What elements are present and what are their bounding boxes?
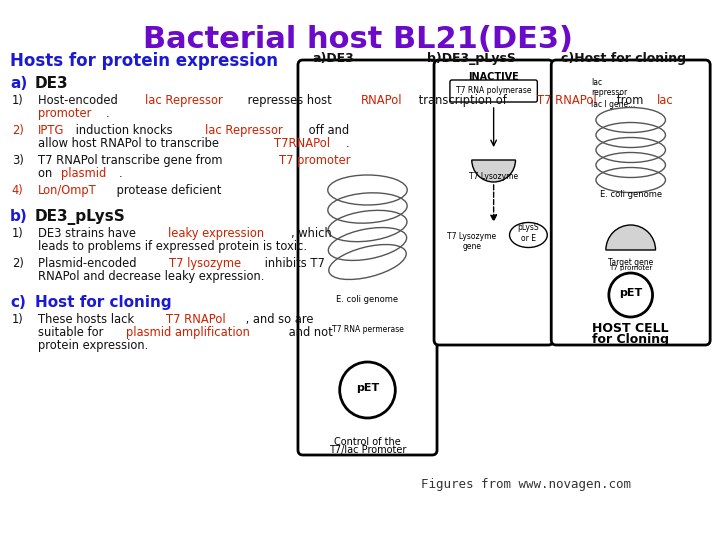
Text: .: . [346, 137, 350, 150]
Text: Plasmid-encoded: Plasmid-encoded [37, 257, 140, 270]
Text: plasmid: plasmid [60, 167, 106, 180]
Text: transcription of: transcription of [415, 94, 510, 107]
Text: IPTG: IPTG [37, 124, 64, 137]
Text: T7/lac Promoter: T7/lac Promoter [329, 445, 406, 455]
Wedge shape [472, 160, 516, 182]
Text: HOST CELL: HOST CELL [593, 322, 669, 335]
Text: .: . [119, 167, 122, 180]
Text: INACTIVE: INACTIVE [468, 72, 519, 82]
Text: for Cloning: for Cloning [593, 333, 669, 346]
Text: .: . [106, 107, 109, 120]
Text: pET: pET [619, 288, 642, 298]
Text: T7 RNA permerase: T7 RNA permerase [331, 325, 403, 334]
Text: from: from [613, 94, 647, 107]
Text: Target gene: Target gene [608, 258, 653, 267]
Text: DE3_pLysS: DE3_pLysS [35, 209, 125, 225]
Text: , which: , which [291, 227, 332, 240]
Text: inhibits T7: inhibits T7 [261, 257, 325, 270]
Text: Control of the: Control of the [334, 437, 401, 447]
Text: T7 RNA polymerase: T7 RNA polymerase [456, 86, 531, 95]
FancyBboxPatch shape [552, 60, 710, 345]
Text: DE3 strains have: DE3 strains have [37, 227, 140, 240]
Text: 1): 1) [12, 313, 24, 326]
Text: 2): 2) [12, 257, 24, 270]
Text: Host for cloning: Host for cloning [35, 295, 171, 310]
Text: lac Repressor: lac Repressor [205, 124, 283, 137]
Text: 1): 1) [12, 94, 24, 107]
Text: RNAPol: RNAPol [361, 94, 403, 107]
Text: represses host: represses host [244, 94, 336, 107]
Text: RNAPol and decrease leaky expression.: RNAPol and decrease leaky expression. [37, 270, 264, 283]
Text: plasmid amplification: plasmid amplification [126, 326, 250, 339]
Text: Figures from www.novagen.com: Figures from www.novagen.com [421, 478, 631, 491]
Text: leaky expression: leaky expression [168, 227, 264, 240]
Text: pLysS
or E: pLysS or E [518, 224, 539, 242]
Text: Host-encoded: Host-encoded [37, 94, 121, 107]
Text: pET: pET [356, 383, 379, 393]
FancyBboxPatch shape [450, 80, 537, 102]
Text: a)DE3: a)DE3 [313, 52, 355, 65]
Text: T7 promoter: T7 promoter [609, 265, 652, 271]
Circle shape [609, 273, 652, 317]
Text: c)Host for cloning: c)Host for cloning [561, 52, 686, 65]
Text: Bacterial host BL21(DE3): Bacterial host BL21(DE3) [143, 25, 572, 54]
Text: These hosts lack: These hosts lack [37, 313, 138, 326]
Text: leads to problems if expressed protein is toxic.: leads to problems if expressed protein i… [37, 240, 307, 253]
Text: on: on [37, 167, 55, 180]
Text: 2): 2) [12, 124, 24, 137]
Wedge shape [606, 225, 655, 250]
Text: T7RNAPol: T7RNAPol [274, 137, 330, 150]
Text: protein expression.: protein expression. [37, 339, 148, 352]
Text: lac: lac [657, 94, 674, 107]
Text: , and so are: , and so are [242, 313, 313, 326]
Text: T7 RNAPol: T7 RNAPol [537, 94, 597, 107]
Text: suitable for: suitable for [37, 326, 107, 339]
Text: Lon/OmpT: Lon/OmpT [37, 184, 96, 197]
Text: a): a) [10, 76, 27, 91]
Text: promoter: promoter [37, 107, 91, 120]
Text: c): c) [10, 295, 26, 310]
Text: 3): 3) [12, 154, 24, 167]
Text: T7 Lysozyme
gene: T7 Lysozyme gene [447, 232, 496, 252]
Text: DE3: DE3 [35, 76, 68, 91]
Text: T7 lysozyme: T7 lysozyme [168, 257, 240, 270]
Text: induction knocks: induction knocks [71, 124, 176, 137]
Text: off and: off and [305, 124, 349, 137]
Text: E. coli genome: E. coli genome [336, 295, 399, 304]
Text: E. coli genome: E. coli genome [600, 190, 662, 199]
Text: b)DE3_pLysS: b)DE3_pLysS [427, 52, 516, 65]
Text: lac I gene...: lac I gene... [591, 100, 635, 109]
Text: T7 RNAPol transcribe gene from: T7 RNAPol transcribe gene from [37, 154, 226, 167]
Circle shape [340, 362, 395, 418]
Text: T7 RNAPol: T7 RNAPol [166, 313, 225, 326]
Text: Hosts for protein expression: Hosts for protein expression [10, 52, 278, 70]
FancyBboxPatch shape [298, 60, 437, 455]
Text: protease deficient: protease deficient [113, 184, 222, 197]
Ellipse shape [510, 222, 547, 247]
Text: allow host RNAPol to transcribe: allow host RNAPol to transcribe [37, 137, 222, 150]
Text: T7 promoter: T7 promoter [279, 154, 351, 167]
FancyBboxPatch shape [434, 60, 553, 345]
Text: 4): 4) [12, 184, 24, 197]
Text: and not: and not [285, 326, 333, 339]
Text: T7 Lysozyme: T7 Lysozyme [469, 172, 518, 181]
Text: lac Repressor: lac Repressor [145, 94, 222, 107]
Text: b): b) [10, 209, 27, 224]
Text: 1): 1) [12, 227, 24, 240]
Text: lac
repressor: lac repressor [591, 78, 627, 97]
